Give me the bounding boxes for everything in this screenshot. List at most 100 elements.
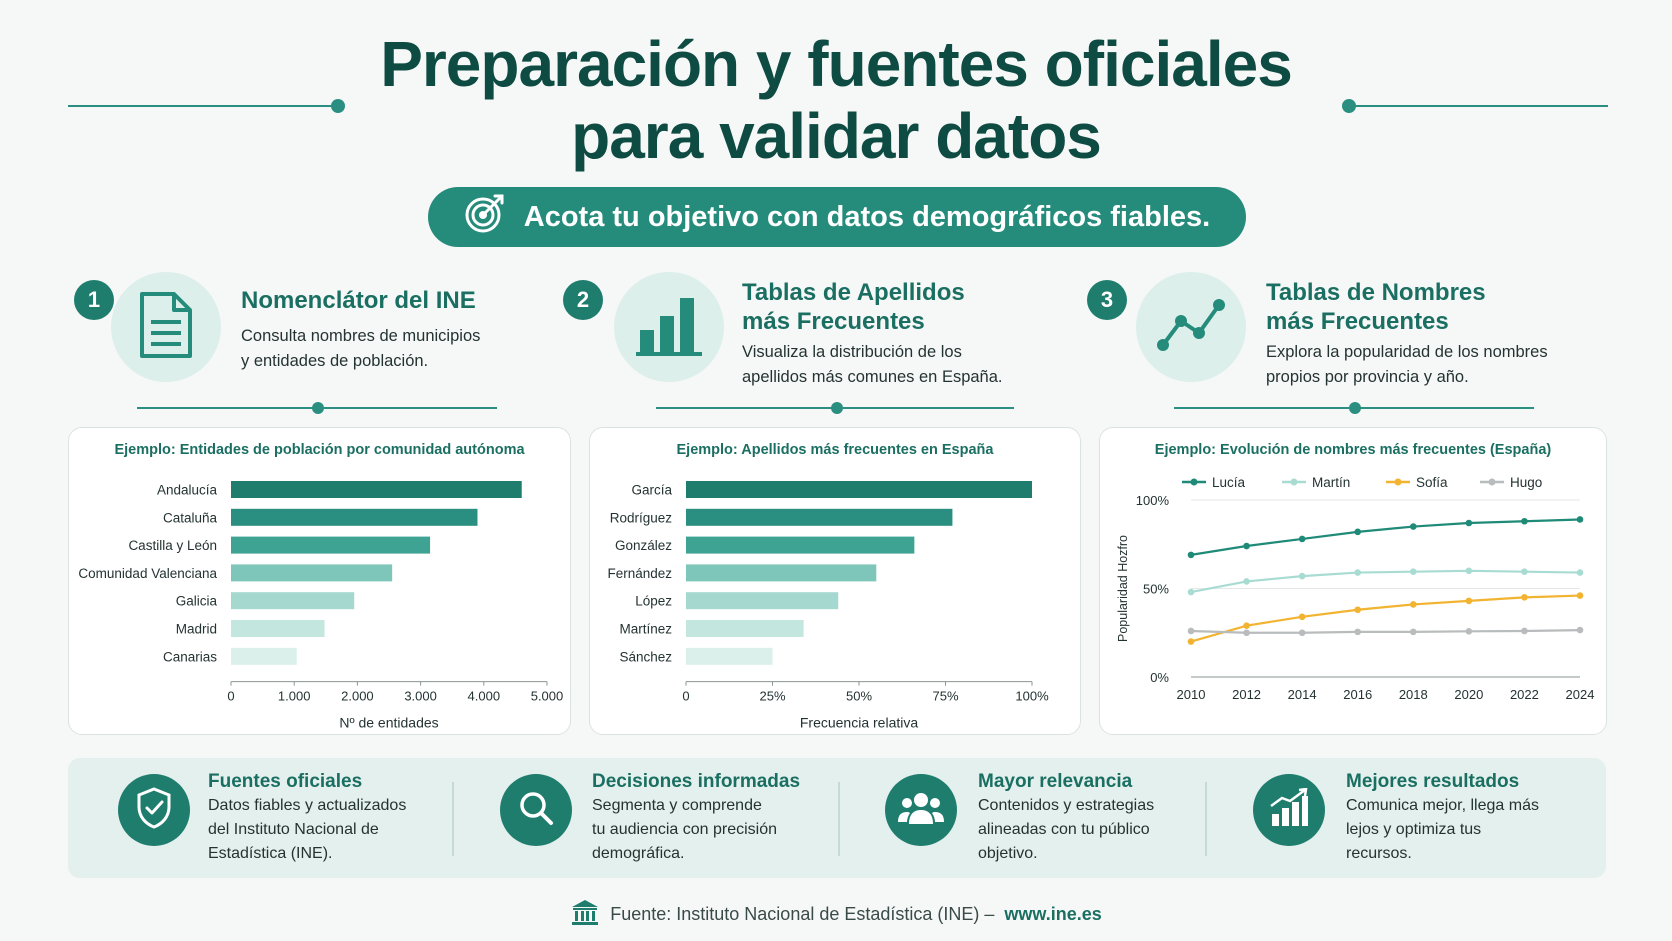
- data-point: [1354, 528, 1362, 536]
- chart-title-entidades: Ejemplo: Entidades de población por comu…: [114, 442, 525, 458]
- series-line: [1190, 628, 1581, 634]
- data-point: [1243, 629, 1250, 637]
- bar: [231, 592, 355, 610]
- x-axis-label: Frecuencia relativa: [800, 715, 918, 731]
- step-1-description: Consulta nombres de municipios y entidad…: [241, 324, 480, 374]
- data-point: [1243, 542, 1250, 550]
- bar: [231, 481, 522, 498]
- bar: [686, 620, 804, 637]
- step-2-title-line2: más Frecuentes: [742, 308, 925, 335]
- benefit-3-desc-line1: Contenidos y estrategias: [978, 797, 1155, 814]
- step-2-number: 2: [563, 280, 603, 320]
- data-point: [1521, 568, 1528, 575]
- category-label: Rodríguez: [610, 510, 673, 525]
- bar: [231, 564, 393, 582]
- category-label: Canarias: [163, 649, 217, 664]
- category-label: Madrid: [176, 622, 217, 637]
- category-label: López: [635, 594, 672, 609]
- x-tick-label: 2.000: [341, 689, 374, 704]
- benefit-3-desc-line3: objetivo.: [978, 845, 1038, 862]
- step-2-title-line1: Tablas de Apellidos: [742, 279, 965, 306]
- data-point: [1409, 568, 1417, 575]
- chart-nombres: Lucía Martín Sofía Hugo 0% 50% 100% 2010 2012 201…: [1116, 475, 1595, 702]
- bar: [231, 508, 478, 526]
- benefit-2-desc-line3: demográfica.: [592, 845, 685, 862]
- legend-marker: [1394, 478, 1402, 486]
- step-1-icon-circle: [111, 272, 221, 382]
- x-tick-label: 2020: [1454, 687, 1483, 702]
- benefit-1-desc-line2: del Instituto Nacional de: [208, 821, 379, 838]
- tagline-banner: Acota tu objetivo con datos demográficos…: [428, 187, 1246, 247]
- footer-link[interactable]: www.ine.es: [1004, 904, 1102, 924]
- category-label: García: [631, 483, 672, 498]
- bar-chart-icon: [634, 292, 704, 363]
- y-tick-label: 50%: [1143, 582, 1169, 597]
- bar: [686, 647, 773, 665]
- benefit-2-title: Decisiones informadas: [592, 771, 801, 792]
- category-label: González: [615, 538, 672, 553]
- step-3-description: Explora la popularidad de los nombres pr…: [1266, 340, 1548, 390]
- category-label: Martínez: [619, 622, 672, 637]
- step-2-description: Visualiza la distribución de los apellid…: [742, 340, 1003, 390]
- bar: [686, 564, 877, 582]
- bar: [686, 481, 1032, 498]
- title-decoration-right: [1350, 105, 1608, 107]
- data-point: [1187, 588, 1195, 596]
- benefit-2-desc-line1: Segmenta y comprende: [592, 797, 762, 814]
- benefit-4-desc-line3: recursos.: [1346, 845, 1412, 862]
- chart-title-apellidos: Ejemplo: Apellidos más frecuentes en Esp…: [676, 442, 994, 458]
- data-point: [1465, 519, 1473, 527]
- step-3-title-line2: más Frecuentes: [1266, 308, 1449, 335]
- category-label: Fernández: [607, 566, 672, 581]
- data-point: [1354, 569, 1362, 576]
- step-3-icon-circle: [1136, 272, 1246, 382]
- data-point: [1409, 628, 1417, 636]
- x-tick-label: 0: [682, 689, 689, 704]
- legend-label: Hugo: [1510, 475, 1542, 490]
- data-point: [1187, 627, 1195, 635]
- legend-label: Lucía: [1212, 475, 1246, 490]
- shield-check-icon: [134, 786, 174, 835]
- growth-chart-icon: [1268, 787, 1310, 833]
- title-decoration-left-dot: [331, 99, 345, 113]
- x-tick-label: 25%: [759, 689, 785, 704]
- data-point: [1409, 601, 1417, 608]
- data-point: [1354, 628, 1362, 636]
- chart-card-apellidos: Ejemplo: Apellidos más frecuentes en Esp…: [589, 427, 1081, 735]
- series-line: [1190, 594, 1581, 643]
- benefit-2-desc-line2: tu audiencia con precisión: [592, 821, 778, 838]
- data-point: [1465, 628, 1473, 635]
- bar: [231, 536, 431, 554]
- x-tick-label: 2018: [1399, 687, 1428, 702]
- benefit-2-icon-circle: [500, 774, 572, 846]
- data-point: [1409, 523, 1417, 530]
- benefit-2: Decisiones informadas Segmenta y compren…: [592, 770, 800, 866]
- benefit-1-desc-line1: Datos fiables y actualizados: [208, 797, 407, 814]
- data-point: [1187, 638, 1195, 645]
- x-tick-label: 2014: [1288, 687, 1317, 702]
- title-decoration-left: [68, 105, 338, 107]
- category-label: Castilla y León: [128, 538, 217, 553]
- benefit-3: Mayor relevancia Contenidos y estrategia…: [978, 770, 1154, 866]
- series-line: [1190, 569, 1581, 594]
- y-tick-label: 100%: [1136, 493, 1170, 508]
- people-icon: [897, 790, 945, 831]
- x-tick-label: 75%: [932, 689, 958, 704]
- title-decoration-right-dot: [1342, 99, 1356, 113]
- x-tick-label: 2024: [1566, 687, 1595, 702]
- data-point: [1187, 551, 1195, 559]
- step-1-connector-dot: [312, 402, 324, 414]
- data-point: [1298, 613, 1306, 621]
- benefit-1-icon-circle: [118, 774, 190, 846]
- step-1-desc-line1: Consulta nombres de municipios: [241, 327, 481, 345]
- x-tick-label: 2022: [1510, 687, 1539, 702]
- category-label: Cataluña: [163, 510, 218, 525]
- footer-source: Fuente: Instituto Nacional de Estadístic…: [610, 904, 995, 924]
- data-point: [1465, 597, 1473, 605]
- benefit-3-title: Mayor relevancia: [978, 771, 1133, 792]
- step-2-desc-line2: apellidos más comunes en España.: [742, 368, 1003, 386]
- benefit-separator-3: [1205, 782, 1207, 856]
- chart-entidades: Andalucía Cataluña Castilla y León Comunida…: [78, 481, 563, 731]
- bar: [686, 508, 953, 526]
- x-tick-label: 2012: [1232, 687, 1261, 702]
